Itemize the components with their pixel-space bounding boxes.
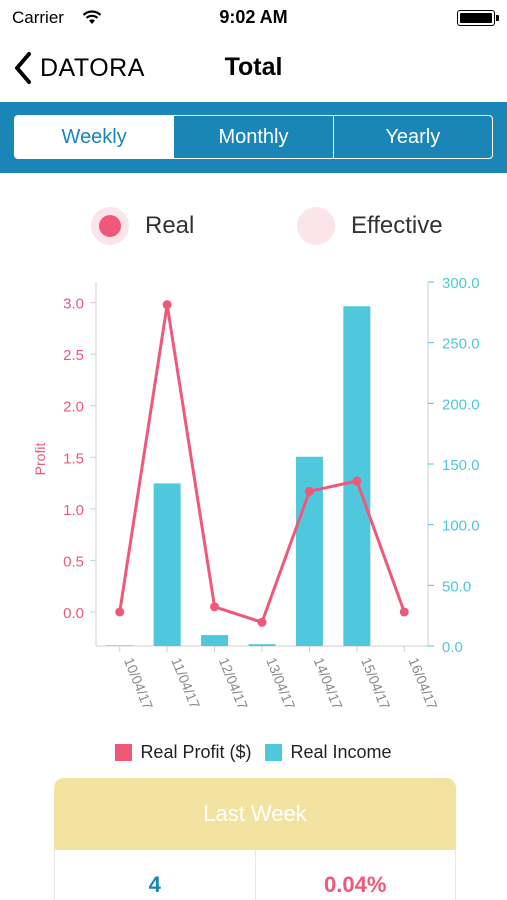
income-bar <box>343 306 371 646</box>
profit-point <box>399 607 409 617</box>
legend-swatch-income <box>265 744 283 761</box>
x-tick-label: 13/04/17 <box>263 655 298 712</box>
legend-entry-profit: Real Profit ($) <box>115 742 251 763</box>
y-tick-label-right: 300.0 <box>442 275 480 292</box>
effective-option-label: Effective <box>351 212 443 239</box>
wifi-icon <box>82 10 102 24</box>
legend-label-profit: Real Profit ($) <box>140 742 252 762</box>
tab-weekly[interactable]: Weekly <box>15 116 174 158</box>
legend-swatch-profit <box>115 744 133 761</box>
profit-point <box>352 476 362 486</box>
carrier-label: Carrier <box>12 8 64 27</box>
profit-point <box>304 486 314 496</box>
y-tick-label-left: 0.5 <box>63 553 84 570</box>
y-tick-label-right: 50.0 <box>442 578 471 595</box>
x-tick-label: 11/04/17 <box>168 655 203 711</box>
tab-monthly[interactable]: Monthly <box>173 116 332 158</box>
stat-percent: 0.04% <box>254 850 456 900</box>
profit-point <box>257 617 267 627</box>
stat-count: 4 <box>148 872 161 897</box>
page-title: Total <box>224 53 283 81</box>
income-bar <box>248 644 276 646</box>
y-axis-label-left: Profit <box>32 443 48 476</box>
x-tick-label: 16/04/17 <box>406 655 441 712</box>
y-tick-label-right: 150.0 <box>442 457 480 474</box>
period-selector-bar: Weekly Monthly Yearly <box>0 102 507 173</box>
last-week-card[interactable]: Last Week <box>54 778 456 850</box>
legend-label-income: Real Income <box>290 742 392 762</box>
y-tick-label-right: 0.0 <box>442 639 463 656</box>
income-bar <box>295 456 323 646</box>
battery-icon <box>457 10 499 26</box>
y-tick-label-left: 1.0 <box>63 502 84 519</box>
y-tick-label-left: 1.5 <box>63 450 84 467</box>
effective-radio-icon <box>297 207 335 245</box>
last-week-stats: 4 0.04% <box>54 850 456 900</box>
income-bar <box>106 645 134 646</box>
income-bar <box>153 483 181 646</box>
chevron-left-icon <box>15 52 31 84</box>
back-button[interactable]: DATORA <box>12 50 145 86</box>
chart-legend: Real Profit ($) Real Income <box>0 742 507 763</box>
x-tick-label: 12/04/17 <box>216 655 251 712</box>
status-bar: Carrier 9:02 AM <box>0 0 507 36</box>
effective-option[interactable]: Effective <box>297 207 443 245</box>
real-option[interactable]: Real <box>91 207 194 245</box>
x-tick-label: 14/04/17 <box>311 655 346 712</box>
profit-point <box>115 607 125 617</box>
y-tick-label-left: 0.0 <box>63 605 84 622</box>
y-tick-label-left: 2.5 <box>63 347 84 364</box>
real-option-label: Real <box>145 212 195 239</box>
income-bar <box>201 635 229 646</box>
x-tick-label: 10/04/17 <box>121 655 156 712</box>
y-tick-label-left: 3.0 <box>63 296 84 313</box>
x-tick-label: 15/04/17 <box>358 655 393 712</box>
y-tick-label-right: 200.0 <box>442 396 480 413</box>
last-week-title: Last Week <box>203 801 307 826</box>
real-radio-icon <box>91 207 129 245</box>
navigation-bar: DATORA Total <box>0 36 507 102</box>
back-label: DATORA <box>40 53 145 82</box>
y-tick-label-right: 100.0 <box>442 518 480 535</box>
legend-entry-income: Real Income <box>265 742 392 763</box>
profit-point <box>162 300 172 310</box>
status-time: 9:02 AM <box>219 7 288 27</box>
profit-point <box>210 602 220 612</box>
y-tick-label-right: 250.0 <box>442 336 480 353</box>
y-tick-label-left: 2.0 <box>63 399 84 416</box>
tab-yearly[interactable]: Yearly <box>332 116 492 158</box>
profit-income-chart: 3.0 2.5 2.0 1.5 1.0 0.5 0.0 Profit 300.0 250.0 200… <box>32 275 480 712</box>
period-segmented-control: Weekly Monthly Yearly <box>14 115 493 159</box>
